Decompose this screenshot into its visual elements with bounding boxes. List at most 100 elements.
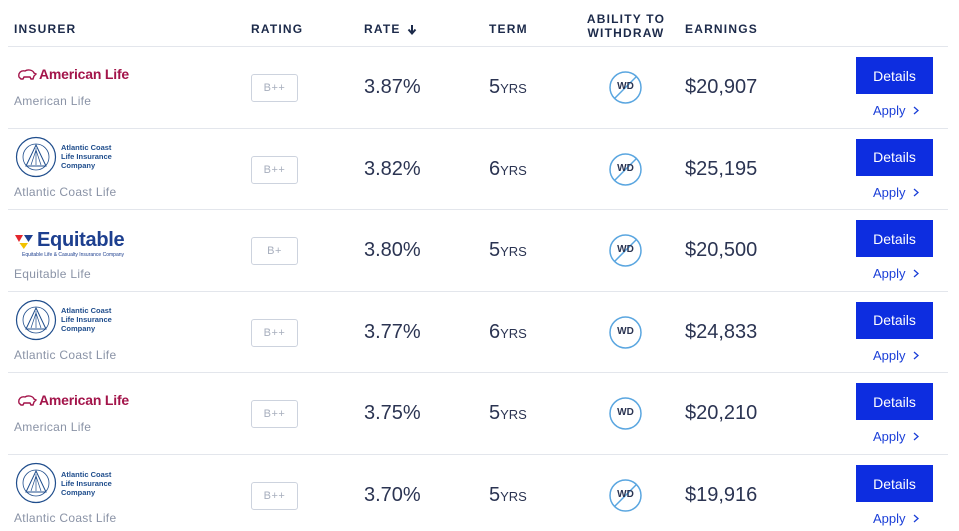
term-value: 5 xyxy=(489,239,501,262)
insurer-name: Atlantic Coast Life xyxy=(14,184,117,199)
logo: Equitable Equitable Life & Casualty Insur… xyxy=(14,229,125,259)
logo-main: Equitable xyxy=(14,229,125,252)
logo-mark xyxy=(18,395,37,406)
apply-link[interactable]: Apply xyxy=(873,348,919,363)
row-rule xyxy=(8,127,948,129)
insurer-name: American Life xyxy=(14,420,92,435)
details-button[interactable]: Details xyxy=(856,220,933,258)
insurer-name: American Life xyxy=(14,94,92,108)
rating-badge: B++ xyxy=(251,74,298,102)
rating-badge: B++ xyxy=(251,482,298,510)
rate: 3.70% xyxy=(364,484,421,506)
apply-text: Apply xyxy=(873,511,906,526)
earnings: $24,833 xyxy=(685,320,758,343)
chevron xyxy=(913,351,919,360)
chevron xyxy=(913,269,919,278)
logo-line: Atlantic Coast xyxy=(61,143,112,153)
col-header: ABILITY TO WITHDRAW xyxy=(586,12,666,40)
term-unit: YRS xyxy=(500,244,527,260)
term-value: 6 xyxy=(489,320,501,343)
logo-seal xyxy=(15,299,57,340)
withdraw-circle xyxy=(609,234,642,267)
apply-link[interactable]: Apply xyxy=(873,511,919,526)
earnings: $19,916 xyxy=(685,484,758,506)
rating-badge: B++ xyxy=(251,318,298,347)
row-rule xyxy=(8,209,948,211)
row: Atlantic Coast Life Insurance Company Atlan… xyxy=(0,291,959,374)
withdraw-icon: WD xyxy=(609,316,642,349)
row-rule xyxy=(8,372,948,374)
withdraw-label: WD xyxy=(617,325,634,337)
logo-line: Company xyxy=(61,161,96,171)
logo: American Life xyxy=(17,392,129,408)
row-rule xyxy=(8,453,948,455)
term-value: 5 xyxy=(489,402,501,425)
logo-line: Life Insurance xyxy=(61,152,112,162)
term-unit: YRS xyxy=(500,489,527,504)
logo: Atlantic Coast Life Insurance Company xyxy=(15,462,112,504)
row-rule xyxy=(8,290,948,292)
term: 6YRS xyxy=(489,321,527,344)
term-value: 6 xyxy=(489,157,501,180)
insurer-name: Atlantic Coast Life xyxy=(14,347,117,362)
row: Equitable Equitable Life & Casualty Insur… xyxy=(0,209,959,292)
rate: 3.75% xyxy=(364,402,421,425)
apply-link[interactable]: Apply xyxy=(873,266,919,281)
row: American Life American Life B++ 3.75% 5YRS WD… xyxy=(0,372,959,455)
apply-link[interactable]: Apply xyxy=(873,185,919,200)
withdraw-circle xyxy=(609,397,642,431)
details-button[interactable]: Details xyxy=(856,57,933,94)
earnings: $20,500 xyxy=(685,239,758,262)
withdraw-icon: WD xyxy=(609,397,642,431)
details-button[interactable]: Details xyxy=(856,138,933,176)
insurer-name: Atlantic Coast Life xyxy=(14,511,117,525)
term: 5YRS xyxy=(489,484,527,507)
term-value: 5 xyxy=(489,76,501,98)
earnings: $25,195 xyxy=(685,157,758,180)
logo-text: Atlantic Coast Life Insurance Company xyxy=(61,470,112,497)
details-button[interactable]: Details xyxy=(856,383,933,421)
earnings: $20,210 xyxy=(685,402,758,425)
rate: 3.80% xyxy=(364,239,421,262)
withdraw-icon: WD xyxy=(609,71,642,104)
header-rule xyxy=(8,46,948,47)
earnings: $20,907 xyxy=(685,76,758,98)
insurer-name: Equitable Life xyxy=(14,267,91,282)
chevron xyxy=(913,188,919,197)
row: Atlantic Coast Life Insurance Company Atlan… xyxy=(0,454,959,531)
logo-text: Atlantic Coast Life Insurance Company xyxy=(61,143,112,170)
term-unit: YRS xyxy=(500,325,527,341)
logo-text: Atlantic Coast Life Insurance Company xyxy=(61,306,112,333)
term: 5YRS xyxy=(489,402,527,425)
logo-line: Atlantic Coast xyxy=(61,469,112,479)
sort-header[interactable]: RATE xyxy=(364,22,417,36)
col-header: EARNINGS xyxy=(685,22,758,36)
apply-text: Apply xyxy=(873,429,906,445)
logo-line: Life Insurance xyxy=(61,478,112,488)
rating-badge: B++ xyxy=(251,155,298,184)
col-header: INSURER xyxy=(14,22,77,36)
term: 5YRS xyxy=(489,76,527,99)
withdraw-label: WD xyxy=(617,162,634,174)
apply-link[interactable]: Apply xyxy=(873,429,919,444)
rate: 3.87% xyxy=(364,76,421,98)
term-value: 5 xyxy=(489,484,501,506)
rating-badge: B+ xyxy=(251,237,298,266)
logo-mark xyxy=(15,234,33,249)
rate: 3.77% xyxy=(364,320,421,343)
withdraw-icon: WD xyxy=(609,479,642,512)
withdraw-circle xyxy=(609,479,642,512)
apply-text: Apply xyxy=(873,184,906,200)
col-header: RATING xyxy=(251,22,304,36)
details-button[interactable]: Details xyxy=(856,301,933,339)
col-header: RATE xyxy=(364,22,401,36)
chevron xyxy=(913,106,919,115)
apply-link[interactable]: Apply xyxy=(873,103,919,118)
term-unit: YRS xyxy=(500,407,527,423)
details-button[interactable]: Details xyxy=(856,465,933,502)
logo-subtext: Equitable Life & Casualty Insurance Comp… xyxy=(22,252,125,259)
logo-line: Atlantic Coast xyxy=(61,306,112,316)
logo-seal xyxy=(15,136,57,177)
withdraw-icon: WD xyxy=(609,234,642,267)
